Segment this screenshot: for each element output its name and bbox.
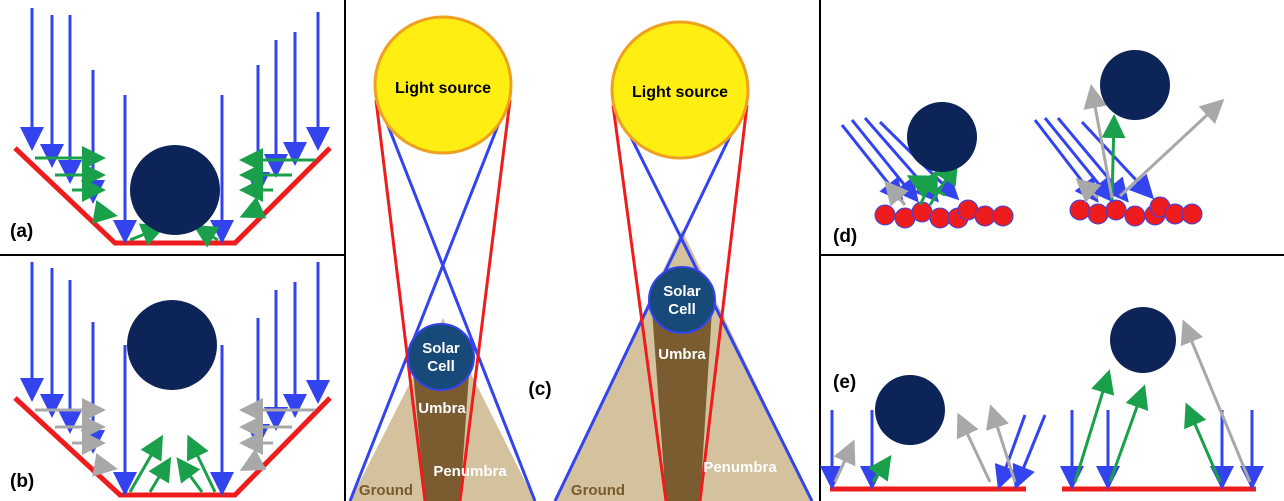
- ground-label: Ground: [571, 482, 625, 499]
- light-source-label: Light source: [632, 84, 728, 101]
- solar-cell: [1100, 50, 1170, 120]
- umbra-label: Umbra: [418, 400, 466, 417]
- cell-label: Cell: [427, 358, 455, 375]
- solar-cell: [875, 375, 945, 445]
- panel-label: (c): [528, 379, 551, 400]
- panel-label: (e): [833, 372, 856, 393]
- panel-label: (a): [10, 221, 33, 242]
- solar-cell: [1110, 307, 1176, 373]
- figure: (a) (b) Light sourc: [0, 0, 1284, 501]
- penumbra-label: Penumbra: [433, 463, 507, 480]
- umbra-label: Umbra: [658, 346, 706, 363]
- solar-cell: [130, 145, 220, 235]
- light-source-label: Light source: [395, 80, 491, 97]
- cell-label: Solar: [663, 283, 701, 300]
- penumbra-label: Penumbra: [703, 459, 777, 476]
- ground-label: Ground: [359, 482, 413, 499]
- cell-label: Solar: [422, 340, 460, 357]
- cell-label: Cell: [668, 301, 696, 318]
- panel-label: (d): [833, 226, 857, 247]
- panel-label: (b): [10, 471, 34, 492]
- solar-cell: [127, 300, 217, 390]
- solar-cell: [907, 102, 977, 172]
